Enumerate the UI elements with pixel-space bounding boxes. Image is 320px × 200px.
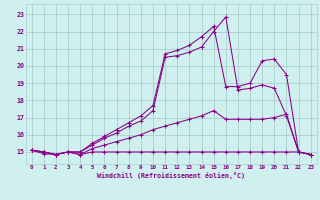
X-axis label: Windchill (Refroidissement éolien,°C): Windchill (Refroidissement éolien,°C) (97, 172, 245, 179)
